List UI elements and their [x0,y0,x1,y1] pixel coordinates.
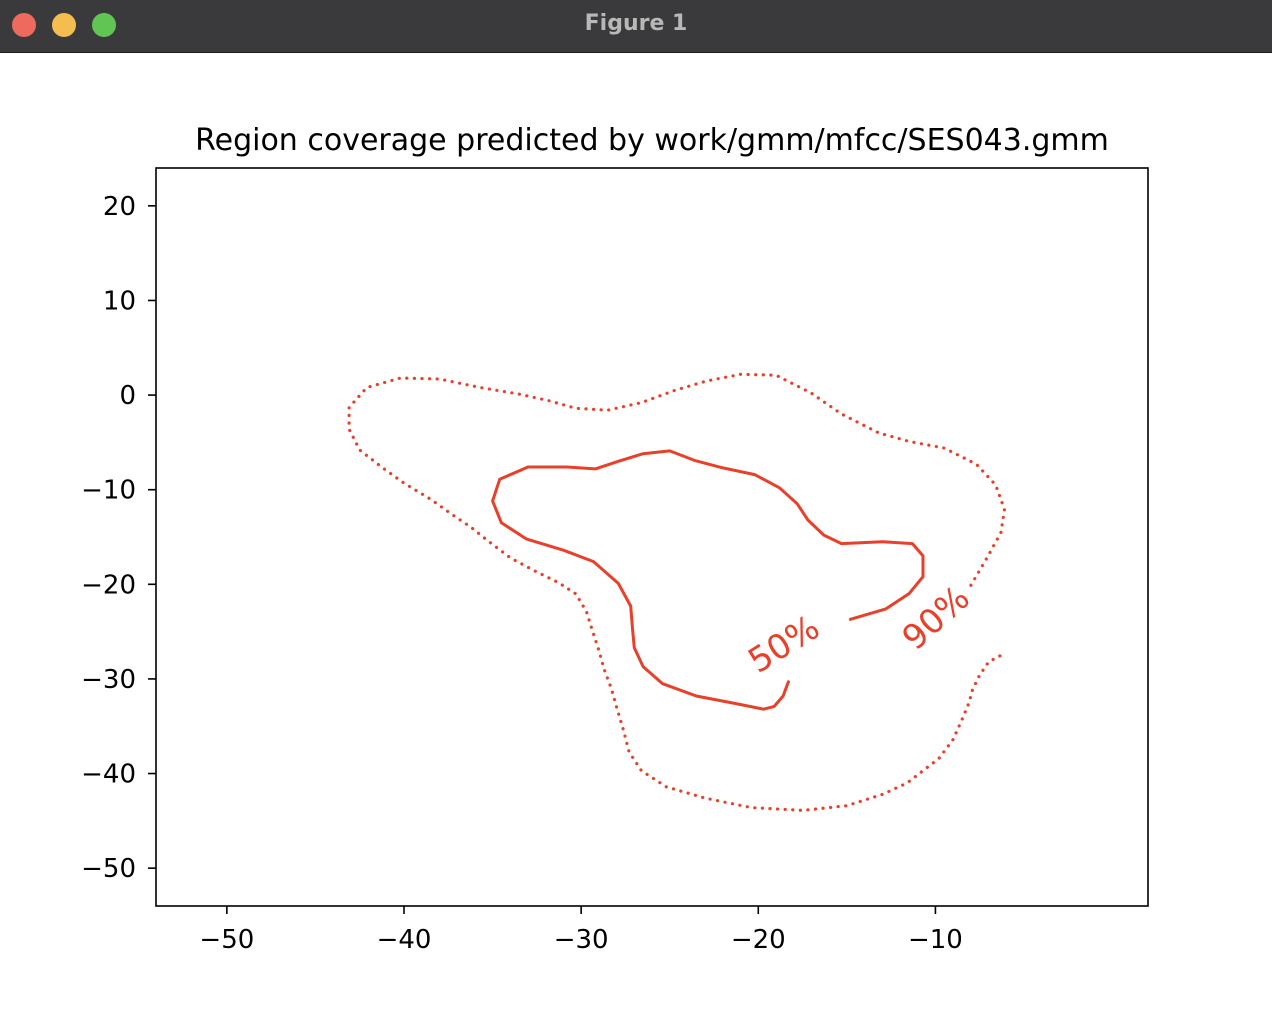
x-tick-label: −20 [731,925,786,955]
maximize-window-button[interactable] [92,13,116,37]
plot-frame [155,167,1149,907]
y-tick-label: 0 [119,381,136,411]
y-axis: 20 10 0 −10 −20 −30 −40 −50 [81,192,156,884]
contour-label-90-percent: 90% [895,578,978,658]
contour-lines [347,372,1007,813]
y-tick-label: −30 [81,665,136,695]
contour-line-50-percent [491,449,925,711]
x-tick-label: −40 [377,925,432,955]
figure-canvas: Region coverage predicted by work/gmm/mf… [0,53,1272,1010]
y-tick-label: 20 [103,192,136,222]
x-axis: −50 −40 −30 −20 −10 [199,906,963,955]
window-title: Figure 1 [584,11,688,36]
chart-title: Region coverage predicted by work/gmm/mf… [195,123,1109,158]
window-titlebar: Figure 1 [0,0,1272,53]
y-tick-label: −40 [81,760,136,790]
y-tick-label: −20 [81,570,136,600]
y-tick-label: −50 [81,854,136,884]
contour-chart: Region coverage predicted by work/gmm/mf… [81,123,1149,955]
contour-label-50-percent: 50% [741,608,826,682]
contour-labels: 50% 90% [741,578,977,681]
y-tick-label: 10 [103,286,136,316]
contour-line-90-percent [347,372,1007,813]
close-window-button[interactable] [12,13,36,37]
x-tick-label: −50 [199,925,254,955]
y-tick-label: −10 [81,476,136,506]
x-tick-label: −10 [908,925,963,955]
x-tick-label: −30 [554,925,609,955]
minimize-window-button[interactable] [52,13,76,37]
